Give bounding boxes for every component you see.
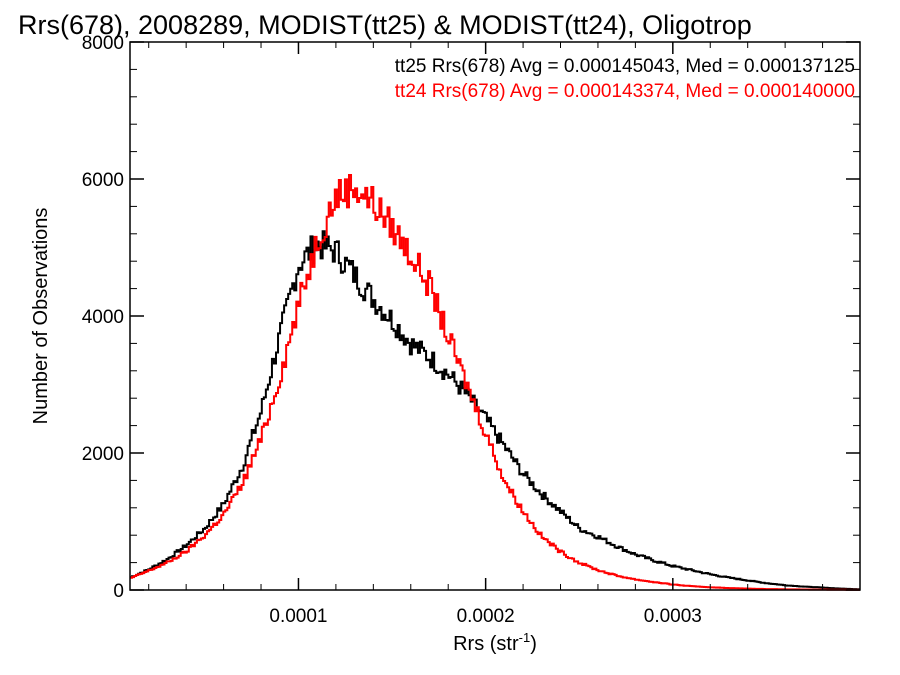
- series-line-tt24: [130, 174, 860, 591]
- x-axis-label-main: Rrs (str: [453, 633, 519, 655]
- y-tick-label: 4000: [82, 307, 124, 328]
- x-axis-label-close: ): [530, 633, 537, 655]
- y-tick-label: 2000: [82, 444, 124, 465]
- y-tick-label: 0: [113, 581, 124, 602]
- chart-title: Rrs(678), 2008289, MODIST(tt25) & MODIST…: [18, 10, 752, 40]
- x-tick-label: 0.0003: [644, 606, 702, 627]
- y-axis-ticks: 0 2000 4000 6000 8000: [82, 33, 860, 602]
- x-axis-label-superscript: -1: [519, 630, 531, 645]
- y-tick-label: 6000: [82, 170, 124, 191]
- series-lines: [130, 174, 860, 591]
- x-tick-label: 0.0001: [269, 606, 327, 627]
- x-axis-label: Rrs (str-1): [453, 630, 537, 655]
- x-tick-label: 0.0002: [457, 606, 515, 627]
- y-axis-label: Number of Observations: [30, 208, 52, 425]
- y-tick-label: 8000: [82, 33, 124, 54]
- x-axis-ticks: 0.0001 0.0002 0.0003: [148, 42, 824, 627]
- series-annotation-tt24: tt24 Rrs(678) Avg = 0.000143374, Med = 0…: [395, 81, 855, 102]
- series-line-tt25: [130, 230, 860, 591]
- series-annotation-tt25: tt25 Rrs(678) Avg = 0.000145043, Med = 0…: [395, 56, 855, 77]
